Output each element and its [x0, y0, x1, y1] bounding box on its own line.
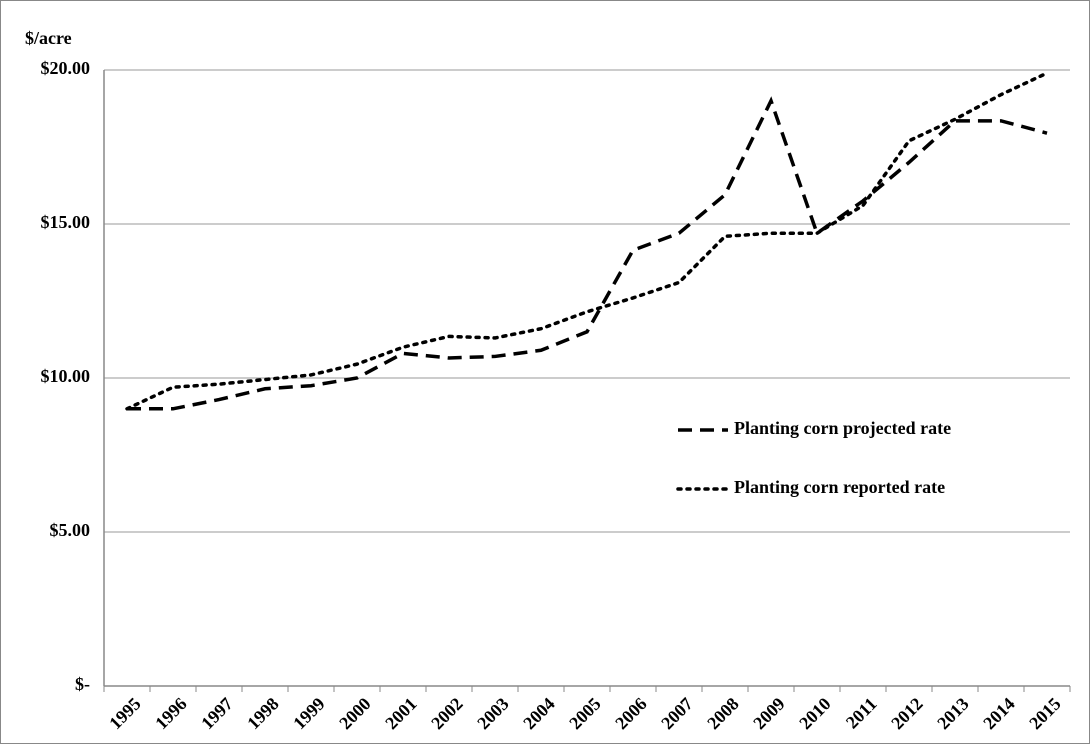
y-axis-label: $/acre: [25, 28, 72, 48]
y-tick-label: $15.00: [41, 212, 91, 232]
y-tick-label: $5.00: [50, 520, 91, 540]
y-tick-label: $10.00: [41, 366, 91, 386]
legend-label: Planting corn reported rate: [734, 477, 945, 497]
legend-label: Planting corn projected rate: [734, 418, 951, 438]
series-line: [125, 71, 1049, 411]
y-tick-label: $-: [75, 674, 90, 694]
series-line: [127, 96, 1048, 411]
y-tick-label: $20.00: [41, 58, 91, 78]
